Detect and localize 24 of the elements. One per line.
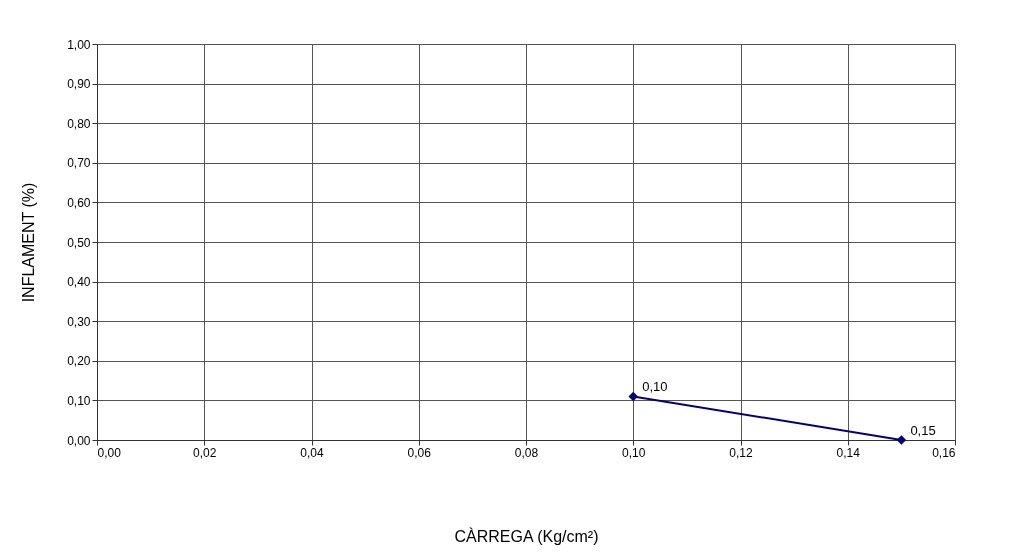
x-tick-label: 0,00 — [97, 445, 122, 460]
y-tick-label: 0,40 — [67, 275, 91, 290]
annotation: 0,15 — [910, 423, 936, 438]
y-tick-label: 1,00 — [67, 37, 91, 52]
y-axis-title: INFLAMENT (%) — [20, 182, 38, 303]
x-tick-label: 0,08 — [514, 445, 539, 460]
y-tick-label: 0,30 — [67, 314, 91, 329]
y-tick-label: 0,50 — [67, 235, 91, 250]
annotation: 0,10 — [642, 379, 668, 395]
x-tick-label: 0,10 — [622, 445, 646, 460]
x-tick-label: 0,12 — [729, 445, 753, 460]
x-tick-label: 0,06 — [407, 445, 432, 460]
y-tick-label: 0,10 — [67, 393, 91, 408]
x-tick-label: 0,04 — [300, 445, 324, 460]
y-tick-label: 0,90 — [67, 77, 91, 92]
y-tick-label: 0,60 — [67, 195, 91, 210]
x-tick-label: 0,02 — [193, 445, 217, 460]
x-tick-label: 0,14 — [836, 445, 861, 460]
y-tick-label: 0,80 — [67, 116, 91, 131]
x-axis-title: CÀRREGA (Kg/cm²) — [454, 526, 599, 545]
y-tick-label: 0,00 — [67, 433, 91, 448]
y-tick-label: 0,70 — [67, 156, 91, 171]
y-tick-label: 0,20 — [67, 354, 91, 369]
x-tick-label: 0,16 — [932, 445, 956, 460]
